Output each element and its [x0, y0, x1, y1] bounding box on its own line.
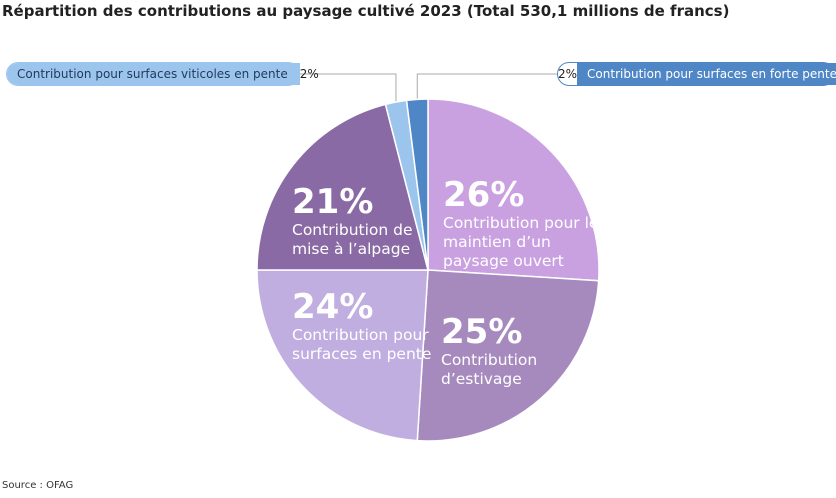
callout-viticoles: Contribution pour surfaces viticoles en …: [6, 62, 319, 86]
callout-viticoles-label: Contribution pour surfaces viticoles en …: [7, 63, 300, 85]
callout-forte-pente-pct: 2%: [558, 67, 578, 81]
slice-name-label-2-line-2: d’estivage: [441, 370, 522, 388]
pie-slice-3: [256, 269, 429, 442]
slice-pct-label-4: 21%: [292, 182, 373, 222]
slice-name-label-2-line-1: Contribution: [441, 351, 537, 369]
slice-name-label-3-line-1: Contribution pour: [292, 326, 429, 344]
pie-slice-6: [405, 98, 429, 271]
callout-viticoles-pct: 2%: [299, 67, 319, 81]
pie-slices: [256, 98, 600, 442]
callout-forte-pente-label: Contribution pour surfaces en forte pent…: [577, 63, 836, 85]
callout-leaders: [300, 73, 557, 103]
leader-viticoles: [300, 73, 397, 103]
slice-name-label-1-line-2: maintien d’un: [443, 233, 551, 251]
callout-forte-pente: 2% Contribution pour surfaces en forte p…: [557, 62, 836, 86]
slice-pct-label-1: 26%: [443, 175, 524, 215]
slice-pct-label-3: 24%: [292, 287, 373, 327]
pie-slice-4: [256, 103, 429, 271]
slice-name-label-4-line-2: mise à l’alpage: [292, 240, 410, 258]
slice-name-label-3-line-2: surfaces en pente: [292, 345, 431, 363]
chart-title: Répartition des contributions au paysage…: [2, 2, 730, 20]
pie-slice-1: [427, 98, 600, 282]
source-note: Source : OFAG: [2, 480, 74, 491]
slice-name-label-4-line-1: Contribution de: [292, 221, 413, 239]
pie-slice-2: [416, 269, 600, 442]
leader-forte-pente: [416, 73, 557, 100]
slice-name-label-1-line-3: paysage ouvert: [443, 252, 564, 270]
slice-pct-label-2: 25%: [441, 312, 522, 352]
slice-name-label-1-line-1: Contribution pour le: [443, 214, 598, 232]
